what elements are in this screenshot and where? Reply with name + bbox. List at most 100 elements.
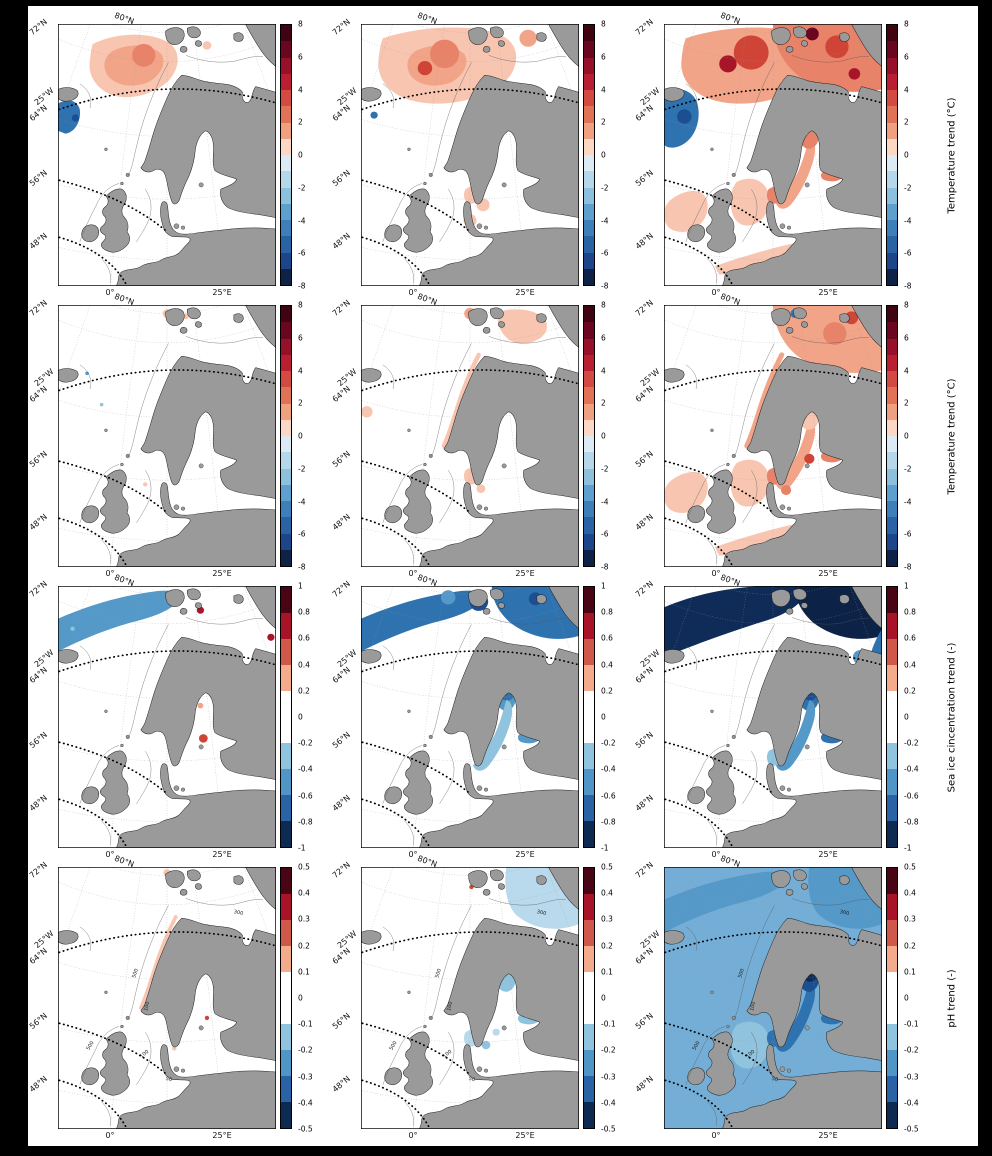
colorbar xyxy=(886,867,898,1129)
depth-label: 50 xyxy=(468,1076,476,1083)
landmass xyxy=(100,188,130,253)
colorbar-segment xyxy=(887,501,897,518)
colorbar-tick: -8 xyxy=(601,281,609,291)
colorbar-tick: 0.4 xyxy=(298,888,310,898)
landmass xyxy=(179,608,188,615)
bathymetry-contours xyxy=(685,617,869,846)
front-contours xyxy=(361,369,579,567)
landmass xyxy=(245,24,276,68)
land-layer xyxy=(58,867,276,1129)
land-layer xyxy=(361,867,579,1129)
colorbar-tick: 1 xyxy=(298,581,303,591)
island xyxy=(726,743,730,748)
bathymetry-contour xyxy=(101,539,111,565)
graticule-line xyxy=(412,586,528,595)
depth-label: 50 xyxy=(771,1076,779,1083)
colorbar-segment xyxy=(281,306,291,323)
graticule-line xyxy=(58,867,91,959)
colorbar xyxy=(583,586,595,848)
dotted-front-line xyxy=(58,88,276,111)
colorbar-segment xyxy=(584,171,594,188)
map-svg xyxy=(58,586,276,848)
colorbar-segment xyxy=(584,220,594,237)
colorbar-tick: 4 xyxy=(298,84,303,94)
trend-spot xyxy=(848,68,861,80)
graticule-line xyxy=(58,24,91,116)
colorbar-tick: 0.5 xyxy=(601,862,613,872)
colorbar-tick: 0 xyxy=(298,431,303,441)
colorbar-tick: 0.8 xyxy=(298,607,310,617)
landmass xyxy=(443,75,579,218)
colorbar-segment xyxy=(887,691,897,717)
bathymetry-contour xyxy=(430,905,472,1020)
colorbar-segment xyxy=(281,533,291,550)
landmass xyxy=(801,602,808,609)
bathymetry-contour xyxy=(382,1026,423,1085)
colorbar-segment xyxy=(887,106,897,123)
lon-label: 0° xyxy=(408,288,418,297)
ph-trend-panel-3: 500 100 500 100 50 300 72°N 25°W 64°N 56°N 48°N 80°… xyxy=(634,854,960,1145)
landmass xyxy=(195,321,202,328)
island xyxy=(501,182,507,188)
bathymetry-contour xyxy=(742,1032,758,1085)
front-contours xyxy=(664,650,882,848)
colorbar xyxy=(280,305,292,567)
graticule-line xyxy=(243,867,276,955)
landmass xyxy=(165,870,185,888)
colorbar-segment xyxy=(281,138,291,155)
bathymetry-contour xyxy=(733,62,775,177)
bathymetry-contour xyxy=(382,745,423,804)
landmass xyxy=(548,867,579,911)
island xyxy=(180,225,185,230)
colorbar-tick: -0.6 xyxy=(601,790,616,800)
colorbar-segment xyxy=(584,1024,594,1050)
colorbar-segment xyxy=(281,587,291,613)
depth-label: 100 xyxy=(745,1049,756,1060)
colorbar-tick: -1 xyxy=(904,843,912,853)
island xyxy=(180,787,185,792)
colorbar-tick: 8 xyxy=(601,19,606,29)
landmass xyxy=(179,889,188,896)
landmass xyxy=(536,313,547,323)
graticule xyxy=(361,586,579,848)
island xyxy=(501,463,507,469)
island xyxy=(428,453,433,458)
graticule-line xyxy=(546,586,579,674)
depth-label: 100 xyxy=(749,1001,757,1012)
dotted-front-line xyxy=(664,88,882,111)
colorbar-segment xyxy=(584,90,594,107)
landmass xyxy=(687,1067,706,1086)
colorbar-tick: -6 xyxy=(904,529,912,539)
landmass xyxy=(418,482,579,567)
front-contours xyxy=(58,369,276,567)
colorbar-segment xyxy=(281,613,291,639)
bathymetry-contour xyxy=(136,189,152,242)
landmass xyxy=(721,1044,882,1129)
map-border xyxy=(664,867,882,1129)
colorbar-tick: 0.4 xyxy=(601,888,613,898)
row-label-wrap: Sea ice cincentration trend (-) xyxy=(930,586,974,848)
bathymetry-contours xyxy=(79,55,263,284)
graticule-line xyxy=(412,867,528,876)
island xyxy=(786,225,791,230)
colorbar-tick: 1 xyxy=(904,581,909,591)
colorbar-tick: 0 xyxy=(601,712,606,722)
trend-region xyxy=(498,309,547,344)
colorbar-segment xyxy=(584,549,594,566)
front-contours xyxy=(58,650,276,848)
island xyxy=(198,463,204,469)
front-contours xyxy=(58,88,276,286)
colorbar-tick: -2 xyxy=(904,464,912,473)
colorbar-segment xyxy=(887,613,897,639)
landmass xyxy=(851,24,882,68)
graticule-line xyxy=(361,867,394,959)
lon-label: 0° xyxy=(105,569,115,578)
colorbar-segment xyxy=(281,41,291,58)
lat-label: 72°N xyxy=(27,17,50,38)
lon-label: 0° xyxy=(408,1131,418,1140)
colorbar-tick: -0.6 xyxy=(298,790,313,800)
colorbar-segment xyxy=(887,371,897,388)
island xyxy=(501,1025,507,1031)
colorbar-tick: -4 xyxy=(298,215,306,225)
landmass xyxy=(245,305,276,349)
